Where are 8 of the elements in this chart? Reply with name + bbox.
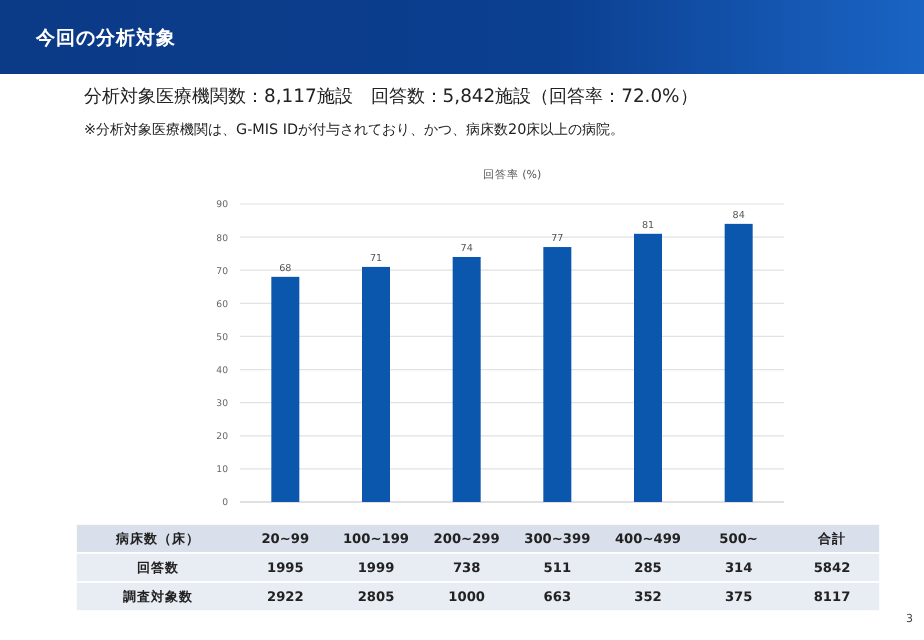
bar — [362, 266, 390, 502]
bar — [271, 276, 300, 502]
bar — [543, 247, 572, 502]
bar — [724, 223, 753, 502]
chart-subtitle: 分析対象医療機関数：8,117施設 回答数：5,842施設（回答率：72.0%） — [84, 86, 698, 108]
bar — [634, 233, 662, 502]
chart-title: 今回の分析対象 — [34, 26, 176, 50]
bar — [452, 256, 481, 502]
